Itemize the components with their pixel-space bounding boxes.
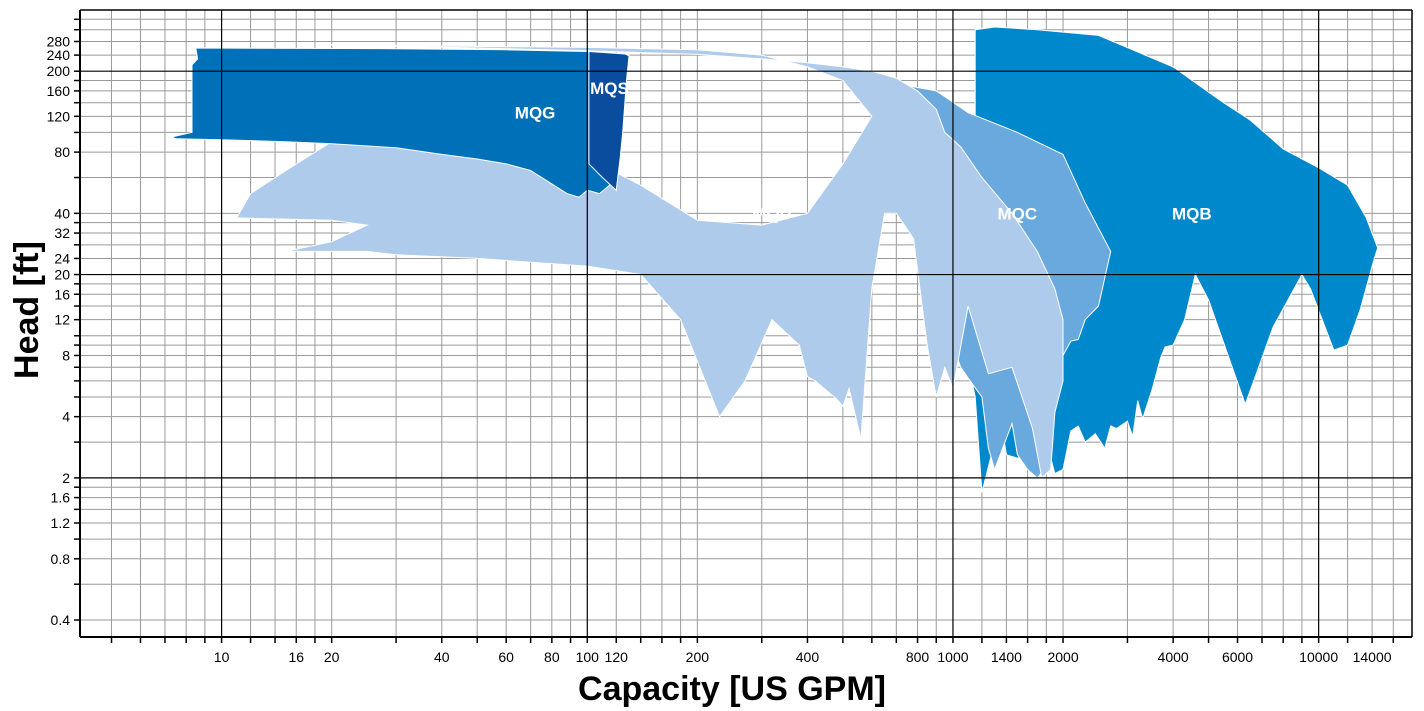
x-tick-label: 4000 bbox=[1158, 649, 1189, 665]
region-label-mqs: MQS bbox=[590, 79, 629, 98]
capacity-regions bbox=[169, 26, 1379, 493]
region-labels: MQB MQC MQU MQG MQS bbox=[515, 79, 1212, 223]
y-tick-label: 40 bbox=[54, 205, 70, 221]
axes bbox=[74, 9, 1413, 643]
x-tick-label: 14000 bbox=[1353, 649, 1392, 665]
x-tick-label: 120 bbox=[605, 649, 629, 665]
y-tick-label: 16 bbox=[54, 286, 70, 302]
y-tick-label: 1.6 bbox=[51, 490, 71, 506]
x-tick-label: 1000 bbox=[937, 649, 968, 665]
region-mqs bbox=[588, 50, 630, 192]
y-tick-label: 240 bbox=[47, 47, 71, 63]
y-tick-label: 24 bbox=[54, 250, 70, 266]
y-tick-label: 0.4 bbox=[51, 612, 71, 628]
region-label-mqb: MQB bbox=[1172, 204, 1212, 223]
y-tick-label: 80 bbox=[54, 144, 70, 160]
y-tick-label: 4 bbox=[62, 409, 70, 425]
x-tick-label: 6000 bbox=[1222, 649, 1253, 665]
x-tick-labels: 10 16 20 40 60 80 100 120 200 400 800 1000 1400 2000 4… bbox=[214, 649, 1392, 665]
x-tick-label: 1400 bbox=[991, 649, 1022, 665]
x-tick-label: 200 bbox=[686, 649, 710, 665]
y-tick-label: 0.8 bbox=[51, 551, 71, 567]
y-tick-label: 20 bbox=[54, 267, 70, 283]
y-tick-label: 200 bbox=[47, 63, 71, 79]
region-label-mqc: MQC bbox=[998, 204, 1038, 223]
x-tick-label: 60 bbox=[498, 649, 514, 665]
x-tick-label: 10 bbox=[214, 649, 230, 665]
x-tick-label: 400 bbox=[796, 649, 820, 665]
x-tick-label: 40 bbox=[434, 649, 450, 665]
y-tick-label: 2 bbox=[62, 470, 70, 486]
x-tick-label: 80 bbox=[544, 649, 560, 665]
region-label-mqg: MQG bbox=[515, 104, 556, 123]
x-tick-label: 800 bbox=[906, 649, 930, 665]
y-tick-label: 160 bbox=[47, 83, 71, 99]
x-tick-label: 2000 bbox=[1047, 649, 1078, 665]
y-tick-label: 280 bbox=[47, 33, 71, 49]
y-tick-label: 32 bbox=[54, 225, 70, 241]
major-gridlines bbox=[80, 10, 1412, 637]
x-tick-label: 20 bbox=[324, 649, 340, 665]
y-tick-labels: 0.40.81.21.62481216202432408012016020024… bbox=[47, 33, 71, 628]
x-axis-title: Capacity [US GPM] bbox=[578, 670, 886, 708]
region-label-mqu: MQU bbox=[752, 204, 792, 223]
y-tick-label: 120 bbox=[47, 108, 71, 124]
x-tick-label: 10000 bbox=[1299, 649, 1338, 665]
x-tick-label: 16 bbox=[288, 649, 304, 665]
y-tick-label: 12 bbox=[54, 312, 70, 328]
y-tick-label: 1.2 bbox=[51, 515, 71, 531]
y-tick-label: 8 bbox=[62, 347, 70, 363]
y-axis-title: Head [ft] bbox=[8, 241, 46, 379]
x-tick-label: 100 bbox=[576, 649, 600, 665]
